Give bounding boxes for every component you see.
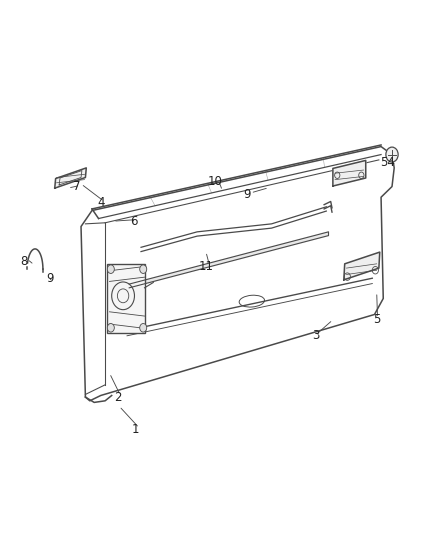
Bar <box>107 264 145 333</box>
Polygon shape <box>344 252 380 280</box>
Text: 9: 9 <box>244 188 251 201</box>
Text: 4: 4 <box>97 196 105 209</box>
Text: 5: 5 <box>373 313 380 326</box>
Circle shape <box>107 324 114 332</box>
Text: 11: 11 <box>198 260 213 273</box>
Circle shape <box>140 324 147 332</box>
Text: 54: 54 <box>380 156 395 169</box>
Polygon shape <box>55 168 86 188</box>
Text: 3: 3 <box>312 329 319 342</box>
Text: 6: 6 <box>130 215 138 228</box>
Text: 8: 8 <box>21 255 28 268</box>
Polygon shape <box>333 160 366 186</box>
Circle shape <box>107 265 114 273</box>
Circle shape <box>140 265 147 273</box>
Text: 7: 7 <box>73 180 81 193</box>
Text: 9: 9 <box>46 272 54 285</box>
Circle shape <box>386 147 398 162</box>
Text: 10: 10 <box>207 175 222 188</box>
Polygon shape <box>129 232 328 288</box>
Text: 1: 1 <box>132 423 140 435</box>
Text: 2: 2 <box>114 391 122 403</box>
